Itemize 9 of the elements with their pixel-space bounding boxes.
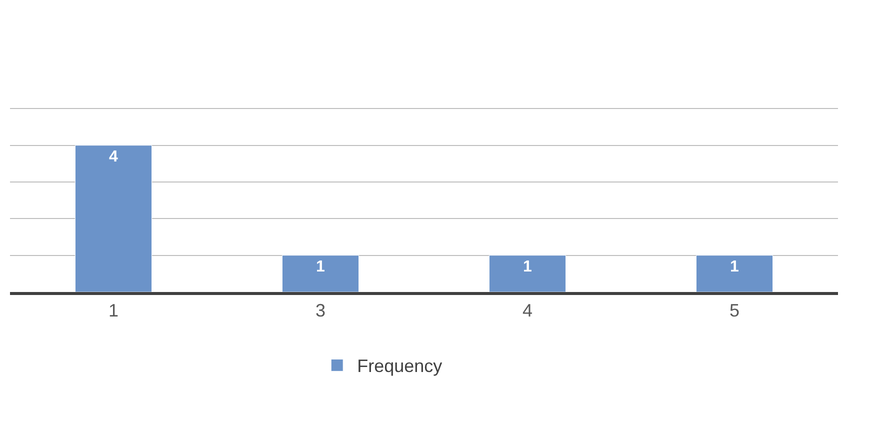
data-label: 1 <box>316 258 326 276</box>
x-tick-label: 5 <box>729 300 740 321</box>
data-label: 1 <box>523 258 532 276</box>
x-tick-label: 4 <box>522 300 533 321</box>
x-tick-label: 3 <box>315 300 326 321</box>
x-tick-label: 1 <box>108 300 119 321</box>
legend-label: Frequency <box>357 356 442 376</box>
data-label: 4 <box>109 148 118 166</box>
data-label: 1 <box>730 258 740 276</box>
